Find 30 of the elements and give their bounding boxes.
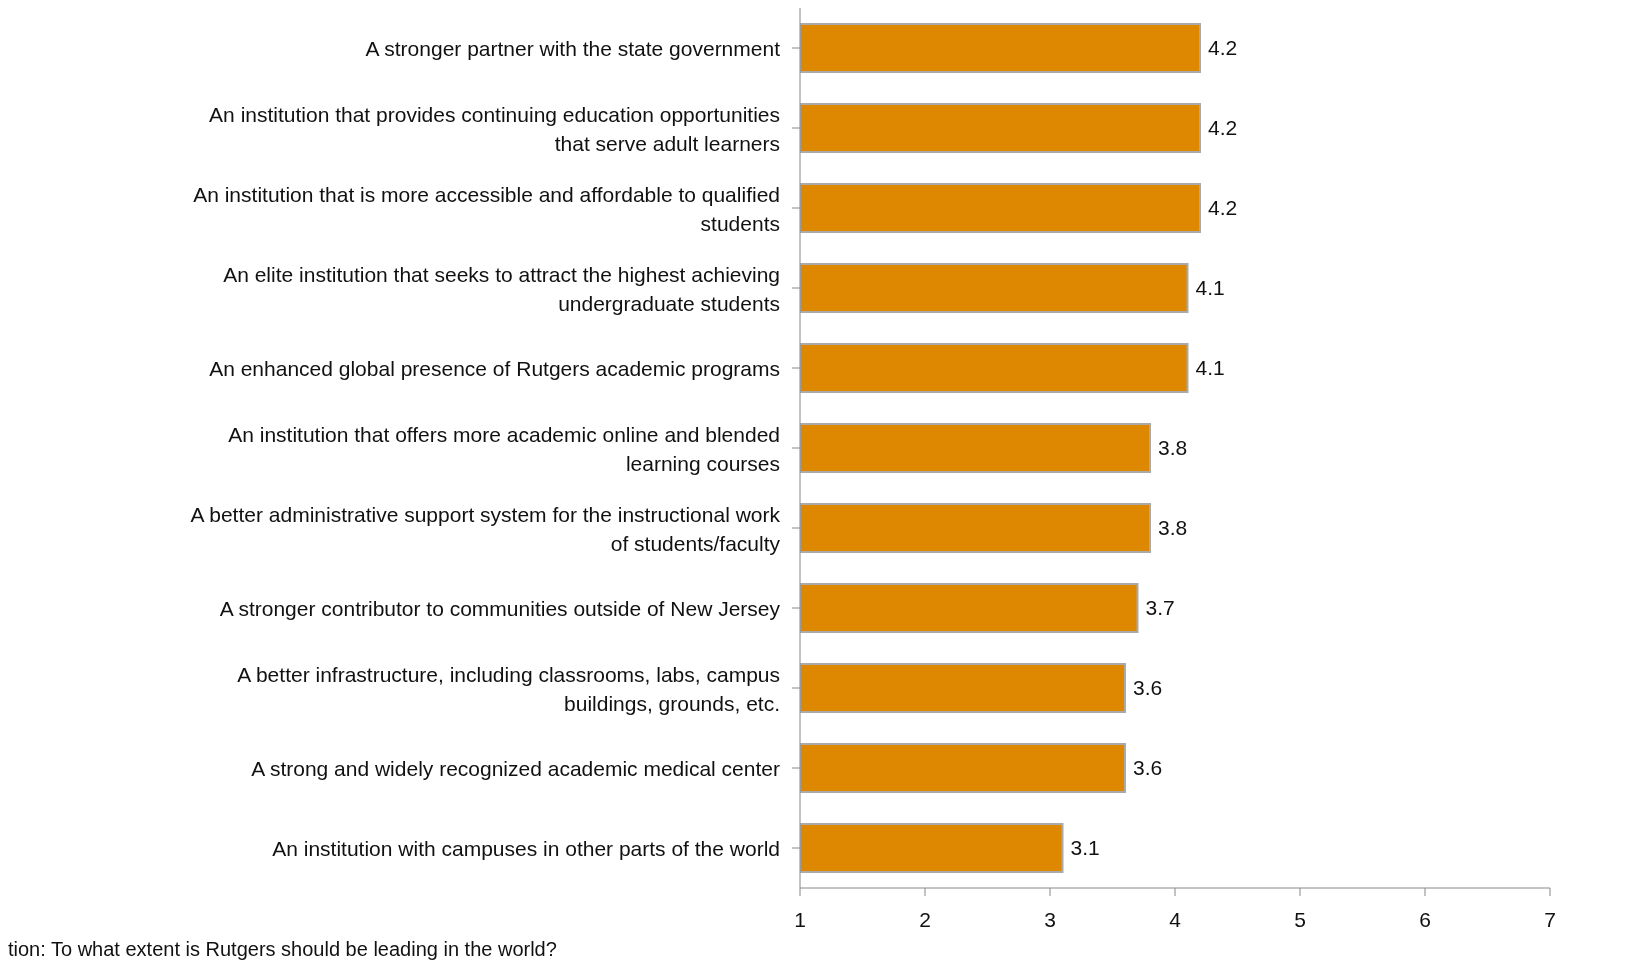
y-tick-label: A stronger contributor to communities outside of New Jersey [219,596,781,620]
x-tick-label: 2 [919,907,931,931]
y-tick-label: An institution that provides continuing education opportunities that serve adult learners [209,102,780,154]
y-tick-label: An institution with campuses in other parts of the world [272,836,780,860]
x-tick-label: 1 [794,907,806,931]
data-label: 4.2 [1208,36,1238,60]
x-tick-label: 3 [1044,907,1056,931]
data-label: 4.2 [1208,196,1238,220]
y-tick-label: An enhanced global presence of Rutgers academic programs [209,356,780,380]
data-label: 4.1 [1195,356,1225,380]
data-label: 3.1 [1070,836,1100,860]
data-label: 3.8 [1158,516,1188,540]
data-label: 4.1 [1195,276,1225,300]
y-tick-label: A better infrastructure, including classrooms, labs, campus buildings, grounds, etc. [237,662,780,714]
y-tick-label: A better administrative support system for the instructional work of students/faculty [190,502,781,554]
data-label: 4.2 [1208,116,1238,140]
x-tick-label: 4 [1169,907,1182,931]
y-tick-label: A strong and widely recognized academic medical center [251,756,780,780]
data-label: 3.6 [1133,676,1163,700]
y-tick-label: An institution that is more accessible and affordable to qualified students [193,182,780,234]
data-label: 3.6 [1133,756,1163,780]
x-tick-label: 5 [1294,907,1306,931]
y-tick-label: An elite institution that seeks to attract the highest achieving undergraduate students [223,262,780,314]
data-label: 3.8 [1158,436,1188,460]
x-tick-label: 6 [1419,907,1431,931]
y-tick-label: A stronger partner with the state government [365,36,781,60]
data-label: 3.7 [1145,596,1175,620]
x-tick-label: 7 [1544,907,1556,931]
text: tion: To what extent is Rutgers should be leading in the world? [8,938,558,961]
y-tick-label: An institution that offers more academic online and blended learning courses [228,422,780,474]
